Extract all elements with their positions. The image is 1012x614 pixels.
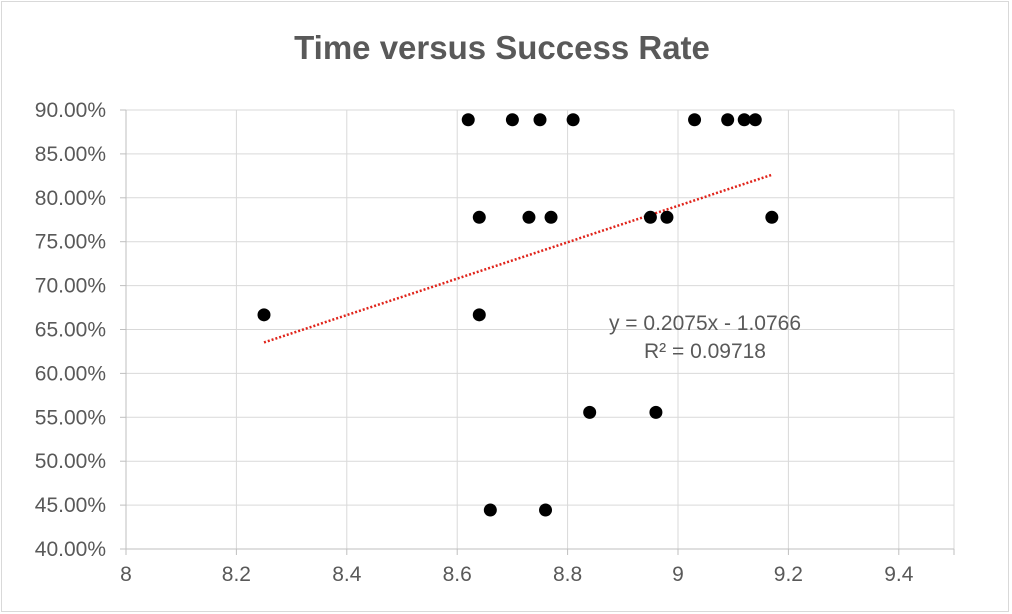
x-tick-label: 8 — [120, 563, 132, 586]
data-point — [533, 113, 547, 127]
x-tick-label: 9.2 — [774, 563, 803, 586]
x-tick-label: 8.2 — [222, 563, 251, 586]
data-point — [483, 503, 497, 517]
axes — [120, 109, 955, 555]
data-point — [649, 405, 663, 419]
data-points — [257, 113, 779, 517]
chart-title: Time versus Success Rate — [294, 29, 710, 66]
x-tick-label: 8.8 — [553, 563, 582, 586]
data-point — [472, 308, 486, 322]
data-point — [660, 210, 674, 224]
x-tick-label: 8.6 — [443, 563, 472, 586]
data-point — [737, 113, 751, 127]
data-point — [472, 210, 486, 224]
y-tick-label: 65.00% — [35, 319, 106, 342]
data-point — [539, 503, 553, 517]
y-tick-label: 80.00% — [35, 187, 106, 210]
data-point — [643, 210, 657, 224]
y-tick-label: 45.00% — [35, 494, 106, 517]
data-point — [583, 405, 597, 419]
y-tick-labels: 40.00% 45.00% 50.00% 55.00% 60.00% 65.00% 70.0… — [35, 99, 106, 561]
y-tick-label: 70.00% — [35, 275, 106, 298]
gridlines — [126, 109, 955, 549]
trendline-r-squared: R² = 0.09718 — [644, 340, 766, 363]
trendline-equation: y = 0.2075x - 1.0766 — [609, 312, 801, 335]
y-tick-label: 50.00% — [35, 450, 106, 473]
trendline-group — [263, 173, 773, 344]
x-tick-labels: 8 8.2 8.4 8.6 8.8 9 9.2 9.4 — [120, 563, 914, 586]
data-point — [566, 113, 580, 127]
data-point — [765, 210, 779, 224]
y-tick-label: 40.00% — [35, 538, 106, 561]
data-point — [522, 210, 536, 224]
data-point — [748, 113, 762, 127]
y-tick-label: 55.00% — [35, 406, 106, 429]
y-tick-label: 90.00% — [35, 99, 106, 122]
data-point — [461, 113, 475, 127]
data-point — [505, 113, 519, 127]
x-tick-label: 9 — [672, 563, 684, 586]
x-tick-label: 8.4 — [332, 563, 362, 586]
y-tick-label: 75.00% — [35, 231, 106, 254]
data-point — [257, 308, 271, 322]
trendline — [263, 173, 773, 344]
data-point — [688, 113, 702, 127]
data-point — [544, 210, 558, 224]
y-tick-label: 60.00% — [35, 362, 106, 385]
y-tick-label: 85.00% — [35, 143, 106, 166]
data-point — [721, 113, 735, 127]
x-tick-label: 9.4 — [884, 563, 914, 586]
